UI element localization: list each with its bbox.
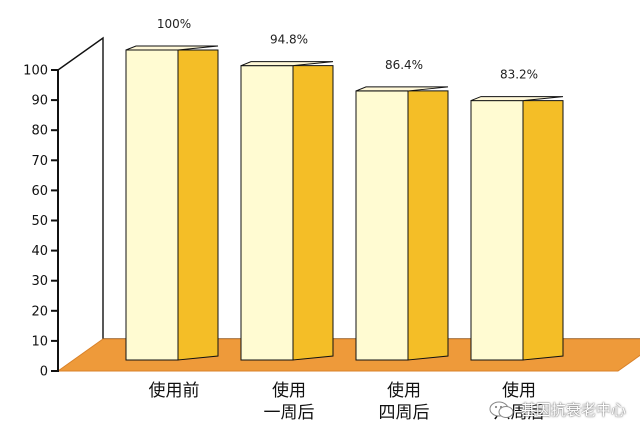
category-label-1-line-0: 使用 [272, 380, 306, 401]
watermark-text: 基因抗衰老中心 [520, 401, 626, 419]
y-tick-label-80: 80 [31, 124, 48, 139]
y-tick-label-90: 90 [31, 94, 48, 109]
y-tick-label-60: 60 [31, 184, 48, 199]
bar-side-0 [177, 49, 219, 361]
bar-top-1 [240, 61, 334, 67]
category-label-3-line-0: 使用 [502, 380, 536, 401]
category-label-2-line-0: 使用 [387, 380, 421, 401]
data-label-3: 83.2% [500, 68, 538, 82]
y-tick-label-40: 40 [31, 244, 48, 259]
wechat-icon [489, 401, 514, 418]
data-label-0: 100% [157, 17, 191, 31]
watermark: 基因抗衰老中心 [489, 399, 626, 420]
bar-front-3 [470, 100, 524, 361]
y-tick-label-100: 100 [23, 64, 48, 79]
y-tick-label-0: 0 [40, 365, 48, 380]
bar-top-3 [470, 96, 564, 102]
category-label-1-line-1: 一周后 [264, 403, 315, 423]
y-tick-label-50: 50 [31, 214, 48, 229]
bar-side-1 [292, 65, 334, 361]
y-tick-label-10: 10 [31, 334, 48, 349]
category-label-2-line-1: 四周后 [379, 403, 430, 423]
bar-front-2 [355, 90, 409, 361]
y-tick-label-30: 30 [31, 274, 48, 289]
data-label-1: 94.8% [270, 33, 308, 47]
category-label-0-line-0: 使用前 [149, 380, 200, 401]
bar-side-2 [407, 90, 449, 361]
bar-front-1 [240, 65, 294, 361]
bar-front-0 [125, 49, 179, 361]
data-label-2: 86.4% [385, 58, 423, 72]
bar-top-0 [125, 45, 219, 51]
bar-top-2 [355, 86, 449, 92]
y-tick-label-70: 70 [31, 154, 48, 169]
y-tick-label-20: 20 [31, 304, 48, 319]
bar-side-3 [522, 100, 564, 361]
